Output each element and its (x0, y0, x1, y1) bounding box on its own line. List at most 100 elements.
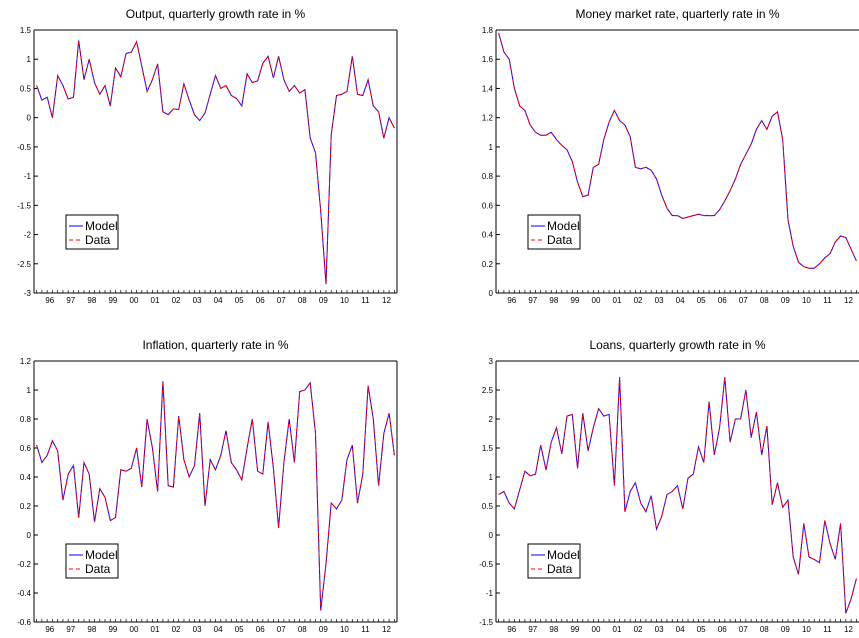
y-tick-label: 1 (27, 386, 32, 395)
chart-title: Money market rate, quarterly rate in % (575, 7, 779, 21)
y-tick-label: -0.4 (17, 589, 31, 598)
x-tick-label: 09 (319, 296, 328, 305)
legend-label-data: Data (547, 562, 573, 576)
y-tick-label: -3 (24, 289, 32, 298)
chart-panel-3: Inflation, quarterly rate in % -0.6 -0.4 -0… (17, 338, 398, 634)
y-tick-label: 0.6 (482, 201, 494, 210)
y-tick-label: 0.5 (20, 84, 32, 93)
x-tick-label: 05 (235, 625, 244, 633)
x-tick-label: 97 (528, 296, 537, 305)
x-tick-label: 98 (87, 296, 96, 305)
y-tick-label: 0.2 (20, 502, 32, 511)
x-tick-label: 01 (613, 296, 622, 305)
x-tick-label: 09 (781, 296, 790, 305)
x-tick-label: 02 (172, 625, 181, 633)
legend-label-model: Model (85, 548, 118, 562)
y-tick-label: -2 (24, 231, 32, 240)
legend-box (527, 543, 581, 579)
legend-label-data: Data (85, 562, 111, 576)
x-tick-label: 01 (151, 296, 160, 305)
x-tick-label: 97 (66, 625, 75, 633)
legend-box (527, 214, 581, 250)
x-tick-label: 06 (256, 625, 265, 633)
legend-label-model: Model (547, 219, 580, 233)
x-tick-label: 96 (45, 625, 54, 633)
x-tick-label: 97 (66, 296, 75, 305)
y-tick-label: -0.6 (17, 618, 31, 627)
x-tick-label: 98 (87, 625, 96, 633)
x-tick-label: 03 (193, 625, 202, 633)
y-tick-label: 1 (27, 55, 32, 64)
y-tick-label: 1.2 (20, 357, 32, 366)
x-tick-label: 12 (382, 296, 391, 305)
y-tick-label: 1 (489, 473, 494, 482)
x-tick-label: 00 (592, 296, 601, 305)
x-tick-label: 08 (298, 625, 307, 633)
x-tick-label: 00 (130, 625, 139, 633)
x-tick-label: 10 (802, 296, 811, 305)
legend-box (65, 214, 119, 250)
x-tick-label: 02 (634, 625, 643, 633)
x-tick-label: 04 (214, 625, 223, 633)
x-tick-label: 08 (760, 625, 769, 633)
y-tick-label: -0.2 (17, 560, 31, 569)
x-tick-label: 04 (676, 296, 685, 305)
y-tick-label: 0.2 (482, 260, 494, 269)
x-tick-label: 99 (108, 296, 117, 305)
x-tick-label: 08 (298, 296, 307, 305)
legend-label-data: Data (85, 233, 111, 247)
legend-box (65, 543, 119, 579)
x-tick-label: 07 (277, 296, 286, 305)
y-tick-label: 0 (489, 531, 494, 540)
x-tick-label: 03 (655, 296, 664, 305)
legend-label-data: Data (547, 233, 573, 247)
y-tick-label: 0.8 (20, 415, 32, 424)
x-tick-label: 10 (802, 625, 811, 633)
y-tick-label: 2 (489, 415, 494, 424)
x-tick-label: 11 (361, 625, 370, 633)
x-tick-label: 99 (570, 296, 579, 305)
legend-label-model: Model (85, 219, 118, 233)
series-line-data (498, 377, 857, 614)
y-tick-label: 1.4 (482, 84, 494, 93)
x-tick-label: 99 (108, 625, 117, 633)
x-tick-label: 10 (340, 625, 349, 633)
x-tick-label: 06 (256, 296, 265, 305)
x-tick-label: 05 (235, 296, 244, 305)
y-tick-label: 0.4 (482, 231, 494, 240)
y-tick-label: 0.6 (20, 444, 32, 453)
y-tick-label: -0.5 (479, 560, 493, 569)
x-tick-label: 05 (697, 625, 706, 633)
x-tick-label: 09 (781, 625, 790, 633)
x-tick-label: 07 (739, 296, 748, 305)
y-tick-label: -1 (486, 589, 494, 598)
chart-title: Inflation, quarterly rate in % (142, 338, 288, 352)
x-tick-label: 12 (382, 625, 391, 633)
x-tick-label: 03 (193, 296, 202, 305)
chart-panel-2: Money market rate, quarterly rate in % 00… (482, 7, 859, 305)
chart-title: Loans, quarterly growth rate in % (589, 338, 765, 352)
x-tick-label: 11 (823, 296, 832, 305)
x-tick-label: 03 (655, 625, 664, 633)
x-tick-label: 00 (592, 625, 601, 633)
x-tick-label: 10 (340, 296, 349, 305)
x-tick-label: 11 (823, 625, 832, 633)
x-tick-label: 96 (507, 625, 516, 633)
y-tick-label: 1.6 (482, 55, 494, 64)
x-tick-label: 07 (739, 625, 748, 633)
y-tick-label: -1 (24, 172, 32, 181)
y-tick-label: 3 (489, 357, 494, 366)
x-tick-label: 96 (45, 296, 54, 305)
y-tick-label: 1.5 (482, 444, 494, 453)
x-tick-label: 11 (361, 296, 370, 305)
legend-label-model: Model (547, 548, 580, 562)
x-tick-label: 01 (613, 625, 622, 633)
x-tick-label: 99 (570, 625, 579, 633)
x-tick-label: 00 (130, 296, 139, 305)
x-tick-label: 98 (549, 296, 558, 305)
x-tick-label: 02 (634, 296, 643, 305)
x-tick-label: 98 (549, 625, 558, 633)
x-tick-label: 08 (760, 296, 769, 305)
y-tick-label: 0 (27, 531, 32, 540)
y-tick-label: 1.2 (482, 114, 494, 123)
